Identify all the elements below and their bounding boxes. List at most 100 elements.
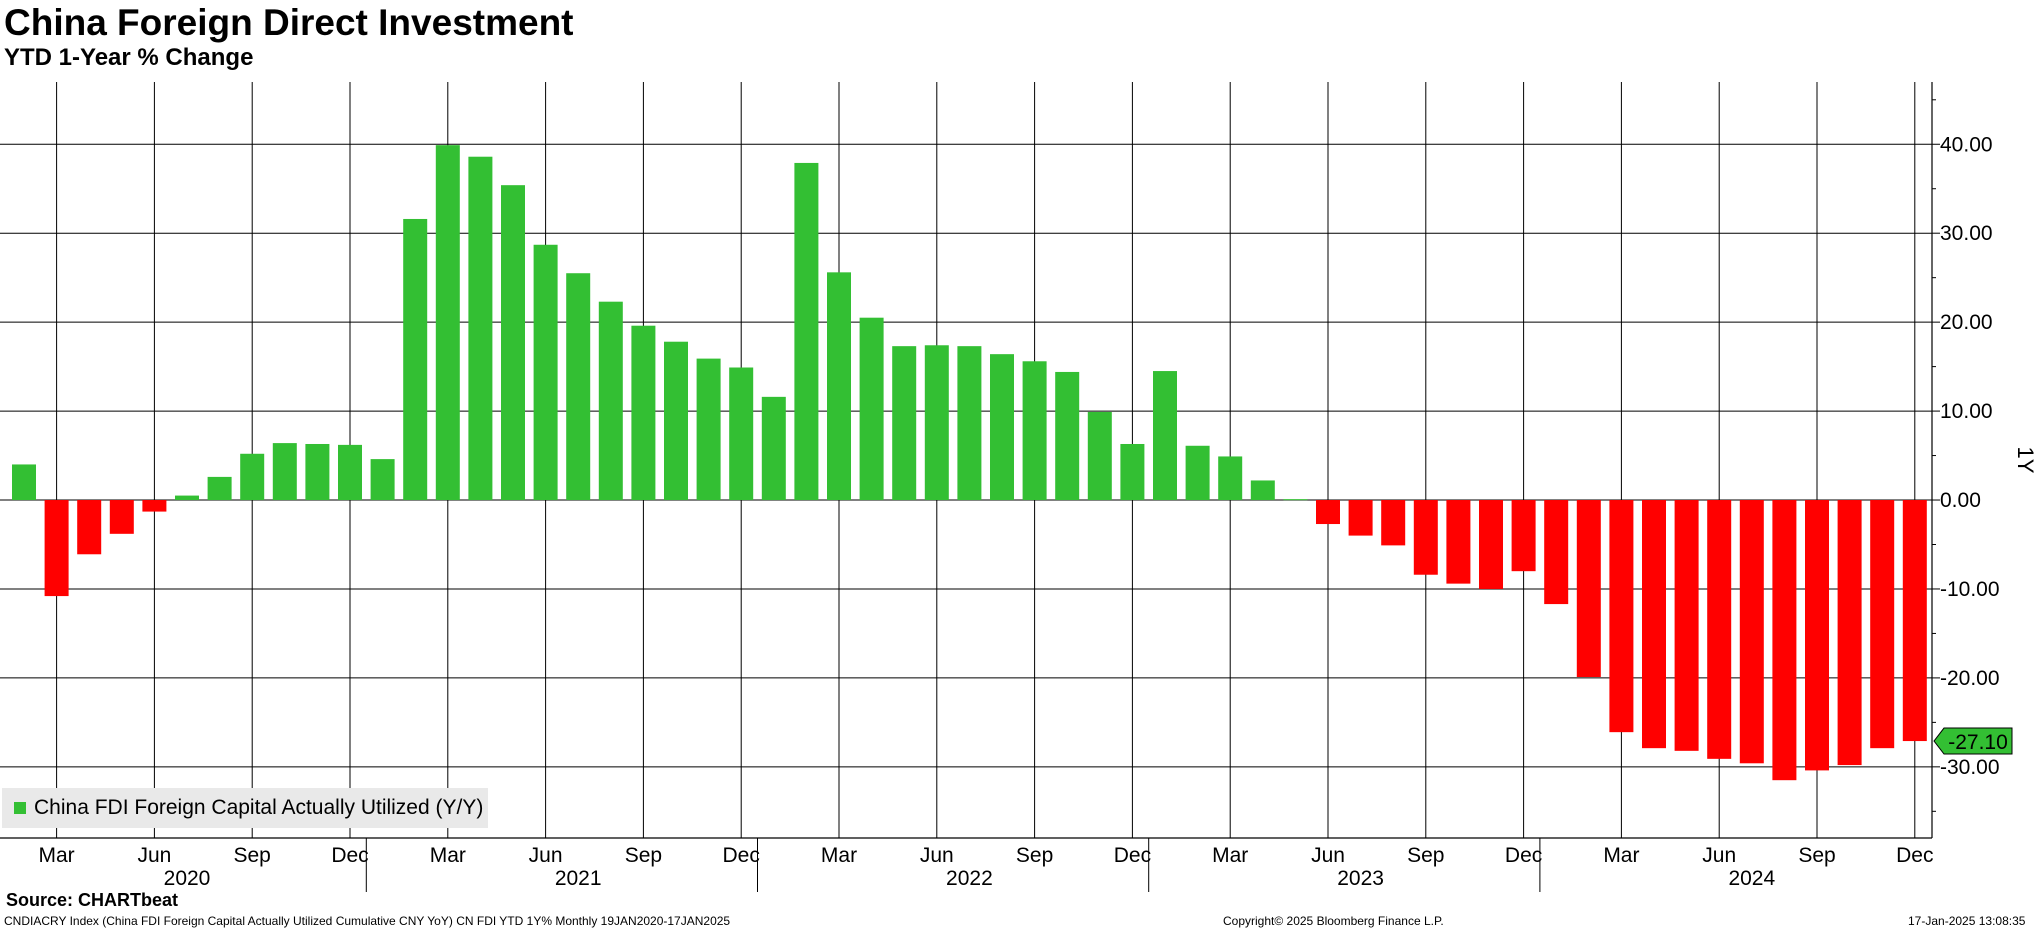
bar — [1413, 500, 1438, 575]
bar — [272, 443, 297, 501]
source-note: Source: CHARTbeat — [6, 890, 179, 910]
bar — [533, 244, 558, 501]
bar — [827, 272, 851, 501]
bar — [1316, 500, 1340, 525]
footer-timestamp: 17-Jan-2025 13:08:35 — [1908, 914, 2026, 928]
x-year-label: 2023 — [1337, 867, 1384, 890]
y-tick-label: 40.00 — [1940, 133, 1993, 156]
y-tick-label: 30.00 — [1940, 222, 1993, 245]
x-tick-label: Dec — [1114, 844, 1151, 867]
bar — [1348, 500, 1373, 536]
bar — [631, 325, 656, 501]
x-tick-label: Jun — [1311, 844, 1345, 867]
x-tick-label: Dec — [1896, 844, 1933, 867]
x-tick-label: Jun — [1702, 844, 1736, 867]
bar — [1185, 445, 1210, 501]
bar — [1479, 500, 1503, 589]
bar — [1674, 500, 1699, 751]
chart-title: China Foreign Direct Investment — [4, 2, 574, 43]
bar — [696, 358, 721, 501]
bar — [1250, 480, 1275, 501]
bar — [1218, 456, 1243, 501]
bar — [501, 185, 525, 501]
y-axis: 40.00 30.00 20.00 10.00 0.00 -10.00 -20.00 -30.… — [1931, 82, 2038, 838]
y-axis-label: 1Y — [2013, 447, 2038, 474]
bar — [1870, 500, 1895, 749]
bar — [1739, 500, 1764, 764]
bar — [1772, 500, 1797, 781]
bar — [403, 218, 428, 501]
bar — [924, 345, 949, 501]
bar — [1381, 500, 1406, 546]
legend: China FDI Foreign Capital Actually Utili… — [2, 788, 488, 828]
bar — [1707, 500, 1732, 759]
bar — [859, 317, 884, 501]
y-tick-label: -10.00 — [1940, 578, 2000, 601]
bar — [1642, 500, 1666, 749]
bar — [1609, 500, 1634, 733]
last-value-callout — [1933, 727, 2013, 755]
x-year-label: 2020 — [164, 867, 211, 890]
x-tick-label: Jun — [529, 844, 563, 867]
bar — [761, 396, 786, 501]
footer-copyright: Copyright© 2025 Bloomberg Finance L.P. — [1223, 914, 1444, 928]
bar — [957, 346, 982, 501]
bar — [566, 273, 591, 501]
last-value-label: -27.10 — [1948, 731, 2008, 754]
bar — [1446, 500, 1471, 584]
legend-label: China FDI Foreign Capital Actually Utili… — [34, 796, 484, 819]
x-tick-label: Sep — [1016, 844, 1053, 867]
bar — [1283, 499, 1308, 501]
bar — [240, 453, 265, 501]
bar — [142, 500, 167, 512]
bar — [370, 459, 395, 501]
bar — [435, 145, 460, 501]
x-tick-label: Mar — [430, 844, 466, 867]
bar — [664, 341, 688, 501]
bar — [44, 500, 69, 597]
bar — [175, 495, 199, 501]
bar — [1805, 500, 1829, 771]
x-tick-label: Mar — [39, 844, 75, 867]
bar — [794, 162, 819, 501]
x-tick-label: Jun — [137, 844, 171, 867]
bar — [892, 346, 917, 501]
bar — [12, 464, 36, 501]
x-tick-label: Dec — [723, 844, 760, 867]
bar — [1120, 443, 1145, 501]
bar — [305, 443, 330, 501]
x-tick-label: Sep — [1407, 844, 1444, 867]
bar — [1511, 500, 1536, 572]
x-year-label: 2021 — [555, 867, 602, 890]
bar — [729, 367, 754, 501]
bar — [109, 500, 134, 534]
bar — [1837, 500, 1862, 766]
x-tick-label: Sep — [234, 844, 271, 867]
x-year-label: 2024 — [1728, 867, 1775, 890]
y-tick-label: -30.00 — [1940, 756, 2000, 779]
x-year-label: 2022 — [946, 867, 993, 890]
bar — [598, 301, 623, 501]
bar — [338, 444, 362, 501]
bar — [1087, 411, 1112, 501]
bar — [207, 476, 232, 501]
chart-subtitle: YTD 1-Year % Change — [4, 44, 254, 71]
x-axis: Mar Jun Sep Dec Mar Jun Sep Dec Mar Jun Sep Dec Mar J… — [0, 837, 1933, 892]
y-tick-label: 20.00 — [1940, 311, 1993, 334]
bar — [468, 156, 493, 501]
y-tick-label: 10.00 — [1940, 400, 1993, 423]
bar-series — [12, 145, 1927, 781]
bar — [1576, 500, 1601, 678]
bar — [1902, 500, 1927, 742]
y-tick-label: 0.00 — [1940, 489, 1981, 512]
bar — [1544, 500, 1569, 605]
x-tick-label: Jun — [920, 844, 954, 867]
x-tick-label: Sep — [625, 844, 662, 867]
bar — [1022, 361, 1047, 501]
x-tick-label: Dec — [1505, 844, 1542, 867]
y-tick-label: -20.00 — [1940, 667, 2000, 690]
x-tick-label: Sep — [1798, 844, 1835, 867]
footer-ticker-description: CNDIACRY Index (China FDI Foreign Capita… — [4, 914, 731, 928]
legend-swatch — [14, 802, 26, 814]
